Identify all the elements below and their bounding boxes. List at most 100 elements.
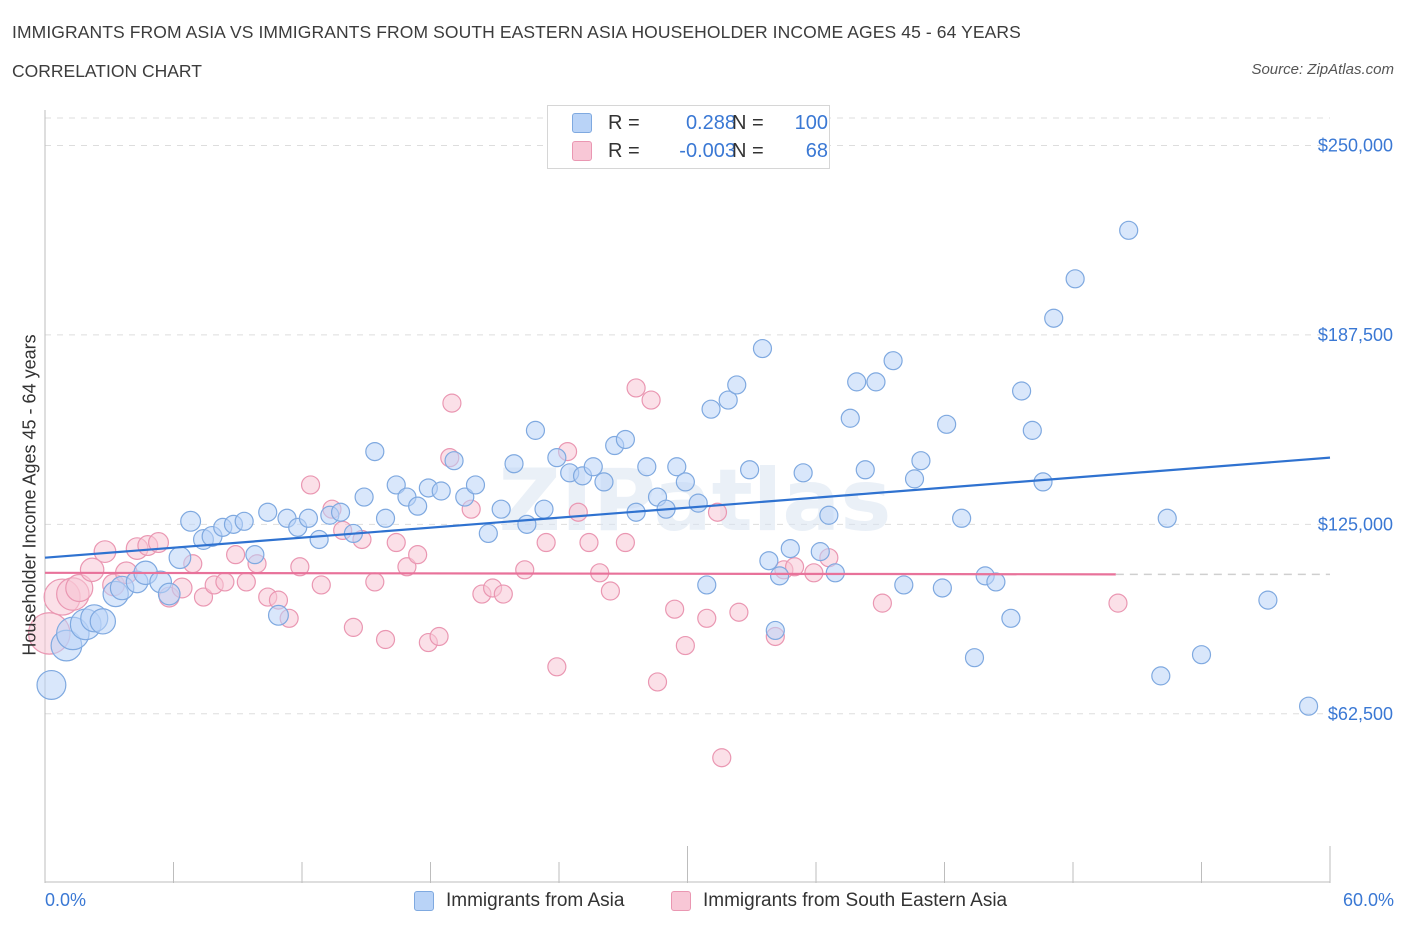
- legend-swatch-pink: [572, 141, 592, 161]
- scatter-point: [180, 510, 202, 532]
- y-tick-labels: $62,500 $125,000 $187,500 $250,000: [1318, 135, 1393, 723]
- scatter-point: [408, 545, 428, 565]
- scatter-point: [667, 457, 687, 477]
- scatter-point: [386, 532, 406, 553]
- scatter-point: [1157, 508, 1177, 528]
- scatter-point: [615, 532, 635, 553]
- axes: [44, 110, 1331, 883]
- scatter-point: [986, 572, 1006, 592]
- y-axis-label: Householder Income Ages 45 - 64 years: [19, 334, 40, 656]
- y-tick-label: $250,000: [1318, 135, 1393, 155]
- scatter-point: [793, 463, 813, 483]
- scatter-point: [397, 557, 417, 577]
- scatter-point: [701, 399, 721, 419]
- bottom-legend-swatch-pink: [671, 891, 691, 911]
- scatter-point: [36, 669, 67, 700]
- scatter-point: [89, 608, 117, 635]
- scatter-point: [810, 542, 830, 562]
- scatter-point: [429, 626, 449, 647]
- scatter-point: [465, 475, 486, 495]
- scatter-point: [579, 532, 599, 553]
- scatter-point: [478, 523, 498, 544]
- scatter-point: [1011, 381, 1032, 401]
- bottom-legend-label: Immigrants from Asia: [446, 890, 625, 911]
- scatter-point: [234, 511, 254, 531]
- bottom-legend-swatch-blue: [414, 891, 434, 911]
- scatter-point: [408, 496, 428, 516]
- scatter-point: [1119, 220, 1139, 240]
- scatter-point: [780, 538, 800, 559]
- scatter-point: [675, 472, 695, 492]
- scatter-point: [1033, 472, 1053, 492]
- legend-n-label: N =: [732, 140, 764, 162]
- scatter-point: [547, 448, 567, 468]
- scatter-point: [365, 572, 385, 592]
- x-tick-min: 0.0%: [45, 890, 87, 910]
- correlation-legend: R = 0.288 N = 100 R = -0.003 N = 68: [547, 105, 830, 169]
- scatter-point: [236, 572, 256, 592]
- scatter-point: [517, 514, 537, 534]
- scatter-point: [515, 560, 535, 580]
- legend-swatch-blue: [572, 113, 592, 133]
- scatter-point: [375, 508, 396, 528]
- scatter-point: [759, 551, 779, 571]
- scatter-point: [245, 545, 265, 565]
- scatter-point: [665, 599, 685, 619]
- scatter-point: [343, 617, 363, 637]
- scatter-point: [932, 578, 952, 598]
- scatter-point: [455, 487, 475, 507]
- legend-r-value: -0.003: [679, 140, 736, 162]
- scatter-point: [641, 390, 661, 410]
- chart-title: IMMIGRANTS FROM ASIA VS IMMIGRANTS FROM …: [12, 22, 1021, 42]
- scatter-point: [442, 393, 462, 413]
- legend-r-label: R =: [608, 140, 640, 162]
- scatter-point: [493, 584, 513, 604]
- scatter-point: [615, 429, 635, 450]
- scatter-point: [727, 375, 747, 395]
- scatter-point: [626, 378, 646, 398]
- scatter-point: [431, 481, 451, 501]
- scatter-point: [1298, 696, 1319, 716]
- scatter-point: [769, 566, 790, 586]
- scatter-point: [894, 575, 914, 595]
- scatter-point: [911, 451, 931, 471]
- scatter-point: [375, 629, 396, 650]
- scatter-point: [688, 493, 708, 513]
- scatter-point: [298, 508, 319, 528]
- scatter-point: [647, 672, 668, 692]
- scatter-point: [547, 657, 567, 677]
- scatter-point: [309, 529, 329, 550]
- trend-lines: [44, 456, 1331, 576]
- legend-r-value: 0.288: [685, 112, 736, 134]
- scatter-point: [1108, 593, 1128, 613]
- scatter-point: [1001, 608, 1021, 628]
- scatter-point: [697, 608, 717, 628]
- series-asia: [36, 220, 1319, 716]
- scatter-point: [1065, 269, 1085, 289]
- trend-line-south-eastern-asia: [44, 571, 1116, 576]
- scatter-point: [819, 505, 839, 525]
- scatter-point: [583, 457, 603, 477]
- grid-lines: [45, 117, 1330, 715]
- scatter-point: [707, 502, 728, 522]
- scatter-point: [300, 475, 321, 495]
- y-tick-label: $125,000: [1318, 514, 1393, 534]
- scatter-point: [534, 499, 554, 519]
- scatter-point: [1044, 308, 1064, 328]
- scatter-point: [267, 604, 289, 626]
- bottom-legend-label: Immigrants from South Eastern Asia: [703, 890, 1008, 911]
- scatter-point: [964, 648, 985, 668]
- scatter-point: [872, 593, 892, 613]
- scatter-point: [752, 338, 773, 359]
- legend-n-value: 100: [794, 112, 828, 134]
- scatter-point: [354, 487, 374, 507]
- scatter-point: [386, 475, 406, 495]
- scatter-point: [952, 508, 972, 528]
- scatter-point: [740, 460, 760, 480]
- scatter-point: [330, 502, 351, 522]
- scatter-point: [157, 582, 181, 606]
- chart-subtitle: CORRELATION CHART: [12, 61, 202, 81]
- legend-n-value: 68: [805, 140, 828, 162]
- scatter-point: [825, 563, 845, 583]
- scatter-point: [718, 390, 738, 410]
